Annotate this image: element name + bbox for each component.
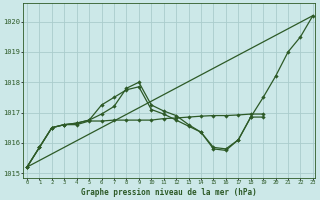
X-axis label: Graphe pression niveau de la mer (hPa): Graphe pression niveau de la mer (hPa): [82, 188, 257, 197]
